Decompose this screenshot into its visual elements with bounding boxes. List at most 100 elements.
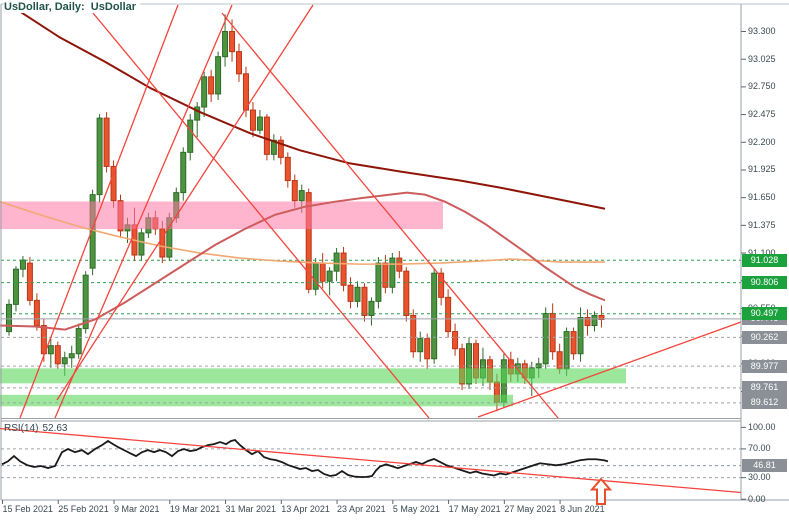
candlestick [277, 139, 284, 158]
candlestick [47, 345, 54, 355]
rsi-indicator-label: RSI(14) 52.63 [4, 423, 71, 434]
ma-medium-orange [0, 200, 605, 265]
price-tick-label: 91.100 [748, 247, 776, 258]
candlestick [584, 316, 591, 327]
candlestick [103, 117, 110, 167]
candlestick [319, 262, 326, 282]
candlestick [382, 262, 389, 288]
candlestick [305, 192, 312, 290]
buy-signal-arrow [589, 477, 613, 505]
pink-zone [0, 201, 443, 230]
candlestick [194, 106, 201, 121]
candlestick [570, 331, 577, 355]
trendline-ascending-steep-1 [19, 4, 179, 419]
candlestick [424, 338, 431, 360]
rsi-tick-label: 70.00 [748, 443, 771, 454]
ma-short-rose [0, 191, 606, 331]
rsi-tick-label: 100.00 [748, 421, 776, 432]
date-tick-label: 13 Apr 2021 [281, 504, 330, 514]
candlestick [431, 272, 438, 360]
rsi-name: RSI(14) [4, 423, 39, 434]
price-badge: 90.806 [742, 276, 787, 290]
candlestick [410, 314, 417, 353]
trendline-ascending-shallow [477, 321, 742, 418]
date-tick-label: 23 Apr 2021 [337, 504, 386, 514]
candlestick [222, 31, 229, 58]
price-badge: 89.761 [742, 381, 787, 395]
green-zone [0, 368, 626, 384]
date-tick-label: 27 May 2021 [504, 504, 557, 514]
candlestick [389, 257, 396, 288]
candlestick [33, 299, 40, 327]
candlestick [270, 139, 277, 155]
candlestick [201, 76, 208, 108]
rsi-trendline [0, 427, 742, 494]
candlestick [96, 117, 103, 196]
candlestick [215, 56, 222, 95]
rsi-tick-label: 0.00 [748, 493, 766, 504]
candlestick [452, 331, 459, 350]
candlestick [12, 268, 19, 305]
candlestick [403, 270, 410, 316]
candlestick [466, 343, 473, 385]
candlestick [445, 296, 452, 333]
price-tick-label: 91.375 [748, 219, 776, 230]
candlestick [208, 76, 215, 95]
rsi-value: 52.63 [42, 423, 68, 434]
candlestick [298, 190, 305, 202]
trendline-descending-channel-1 [92, 12, 430, 419]
date-tick-label: 15 Feb 2021 [2, 504, 54, 514]
candlestick [347, 284, 354, 302]
candlestick [333, 252, 340, 272]
candlestick [159, 228, 166, 258]
candlestick [263, 116, 270, 155]
candlestick [312, 262, 319, 290]
price-badge: 90.497 [742, 307, 787, 321]
price-tick-label: 91.925 [748, 164, 776, 175]
candlestick [82, 274, 89, 330]
candlestick [354, 286, 361, 302]
candlestick [40, 325, 47, 355]
candlestick [340, 252, 347, 286]
candlestick [291, 180, 298, 202]
chart-symbol-title: UsDollar, Daily: UsDollar [4, 1, 141, 13]
date-tick-label: 8 Jun 2021 [560, 504, 605, 514]
price-badge: 90.262 [742, 330, 787, 344]
candlestick [180, 151, 187, 194]
candlestick [138, 232, 145, 256]
candlestick [361, 286, 368, 316]
price-tick-label: 91.650 [748, 192, 776, 203]
candlestick [75, 328, 82, 355]
trendline-ascending-steep-2 [54, 4, 233, 419]
date-tick-label: 5 May 2021 [392, 504, 440, 514]
candlestick [236, 51, 243, 75]
price-tick-label: 92.750 [748, 81, 776, 92]
candlestick [284, 156, 291, 182]
date-tick-label: 25 Feb 2021 [58, 504, 109, 514]
candlestick [26, 262, 33, 301]
price-badge: 89.612 [742, 396, 787, 410]
candlestick [61, 357, 68, 365]
rsi-tick-label: 30.00 [748, 472, 771, 483]
date-tick-label: 31 Mar 2021 [225, 504, 277, 514]
candlestick [19, 259, 26, 270]
candlestick [417, 338, 424, 353]
price-tick-label: 93.300 [748, 26, 776, 36]
candlestick [6, 303, 12, 333]
candlestick [187, 119, 194, 153]
candlestick [598, 314, 605, 321]
price-tick-label: 92.475 [748, 109, 776, 120]
trendline-descending-channel-2 [221, 12, 559, 419]
candlestick [229, 31, 236, 53]
rsi-line [1, 438, 609, 478]
date-tick-label: 17 May 2021 [448, 504, 501, 514]
rsi-level-badge: 46.81 [742, 459, 787, 473]
candlestick [68, 353, 75, 359]
price-badge: 89.977 [742, 359, 787, 373]
candlestick [368, 300, 375, 316]
price-tick-label: 93.025 [748, 53, 776, 64]
candlestick [549, 312, 556, 353]
candlestick [110, 165, 117, 202]
